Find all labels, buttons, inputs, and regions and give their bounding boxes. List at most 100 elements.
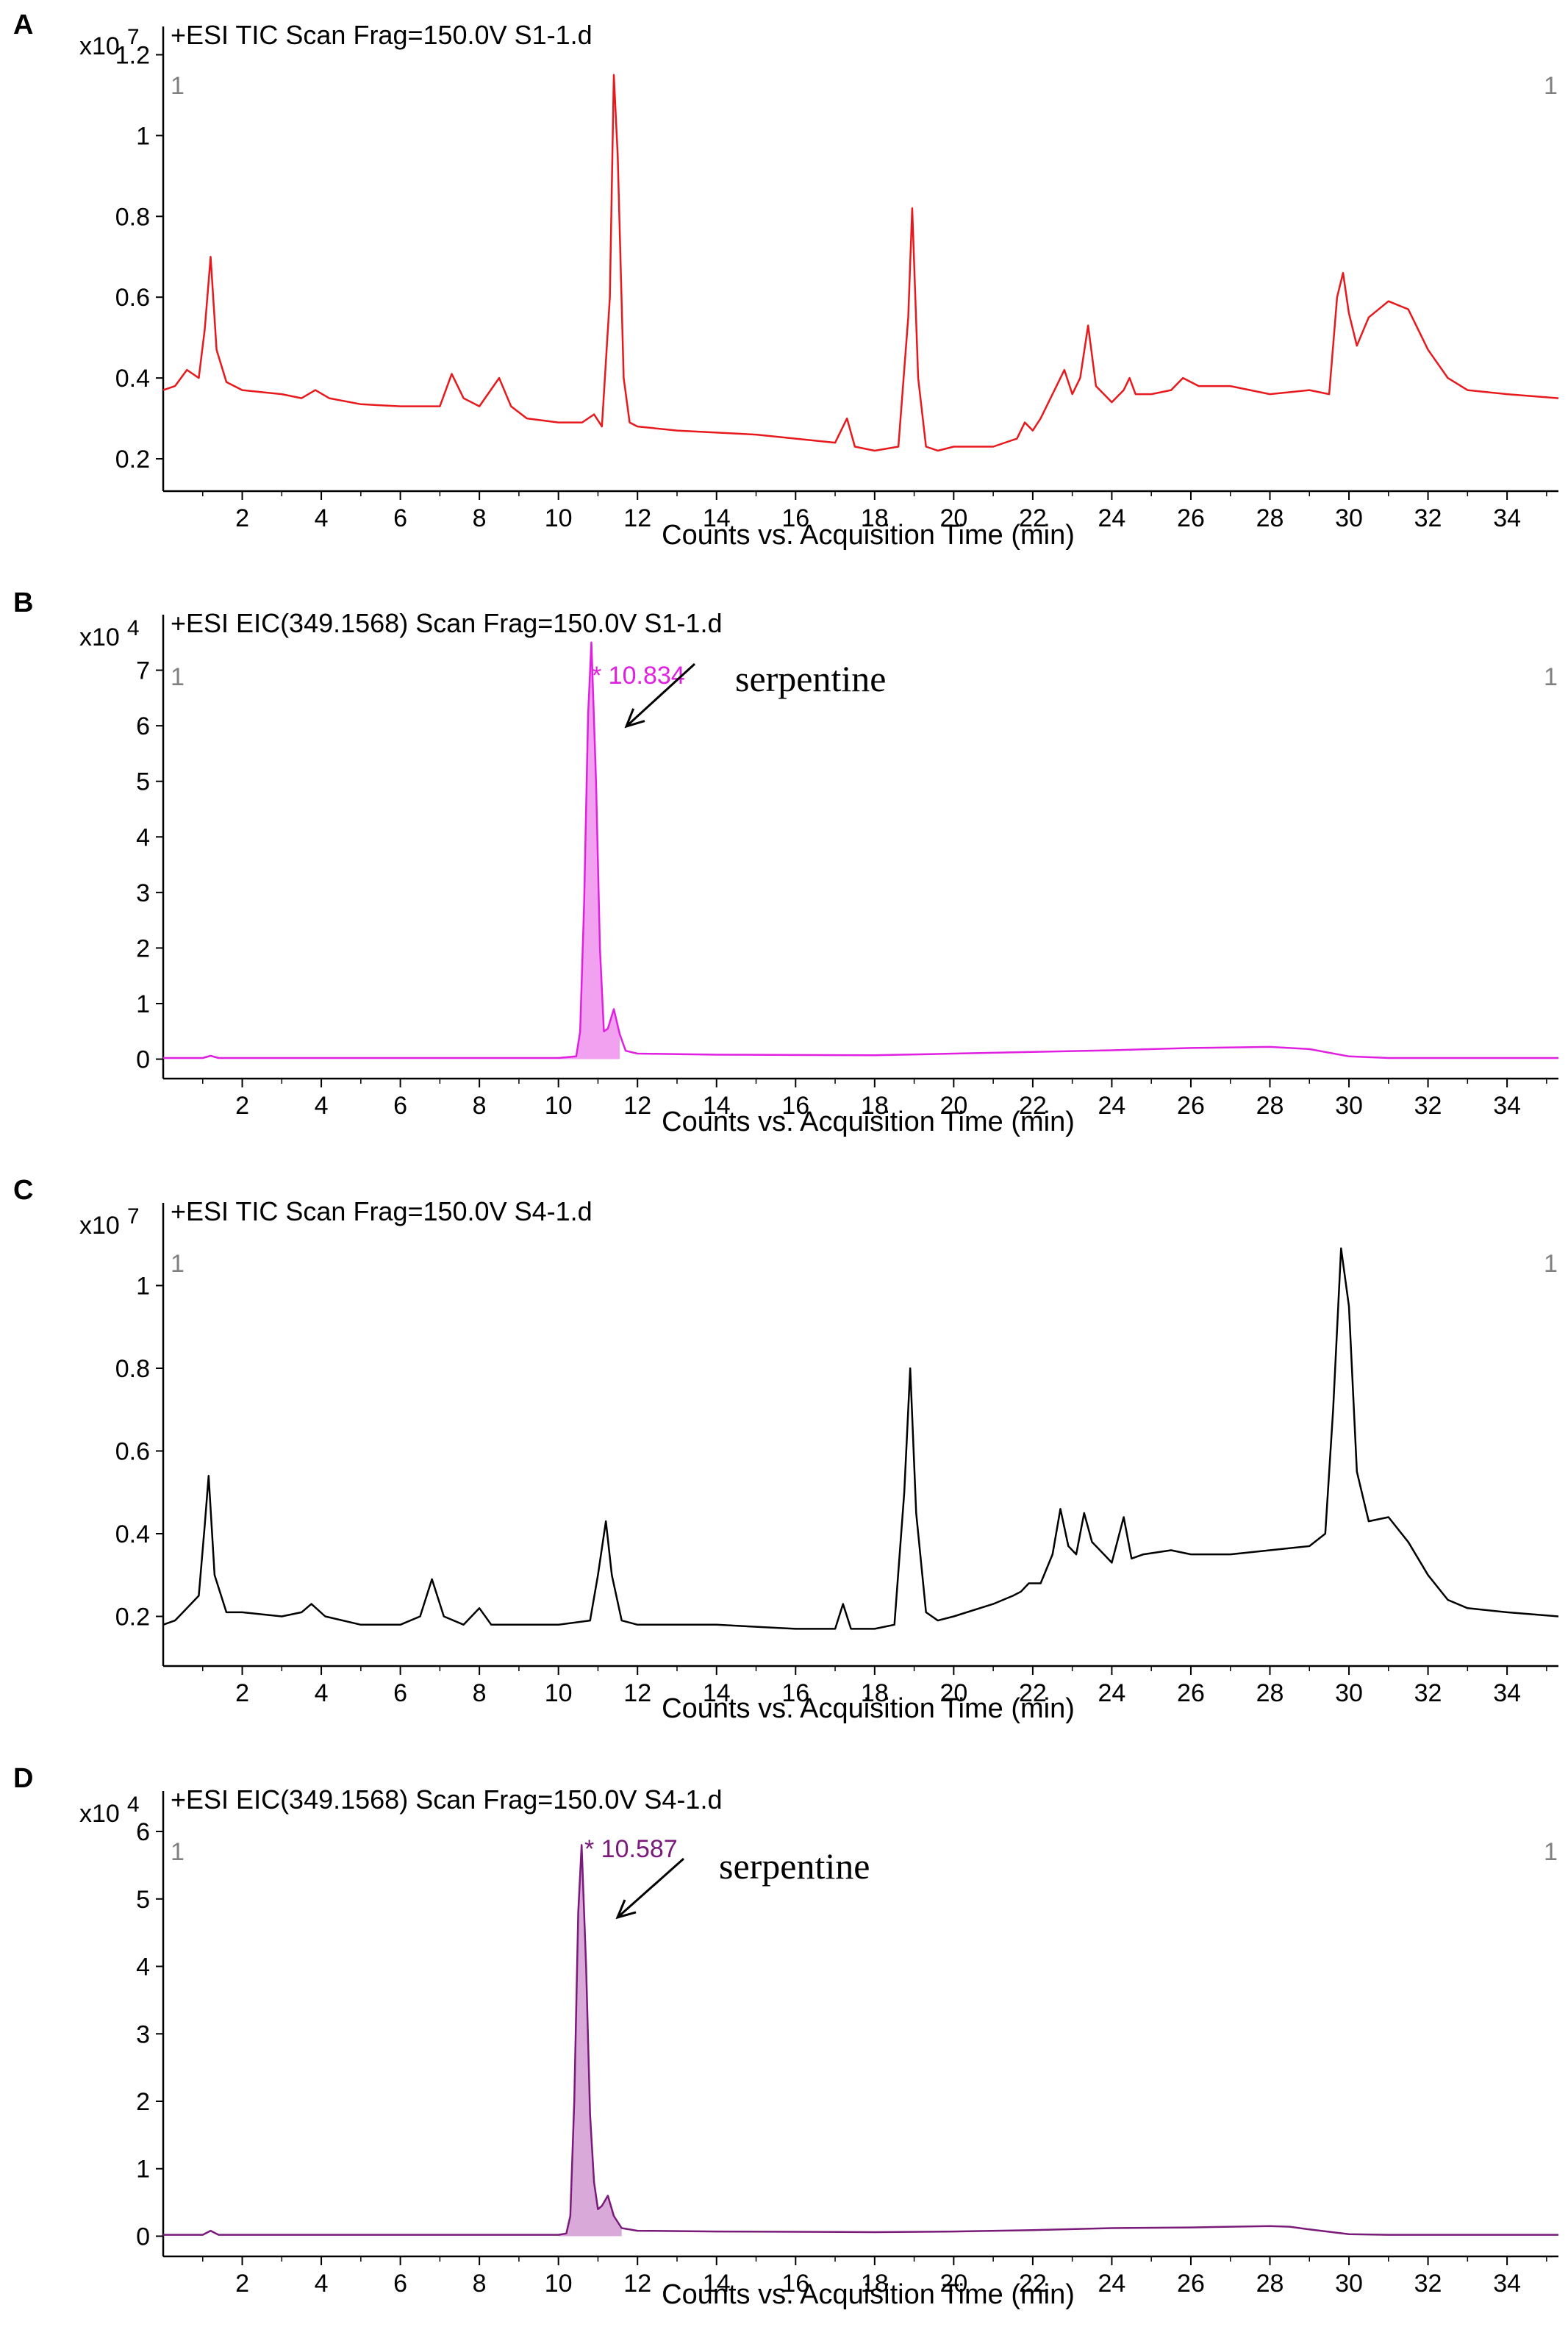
- x-tick-label: 26: [1177, 1092, 1205, 1120]
- series-line: [162, 74, 1559, 452]
- series-line: [163, 1844, 1558, 2236]
- x-tick-label: 16: [781, 2270, 809, 2298]
- x-tick-label: 10: [545, 504, 573, 532]
- y-tick-label: 3: [136, 879, 150, 907]
- x-tick-label: 26: [1177, 1679, 1205, 1707]
- corner-label-right: 1: [1544, 72, 1558, 100]
- y-tick-label: 0.2: [115, 446, 150, 473]
- y-tick-label: 0.4: [115, 1520, 150, 1548]
- x-tick-label: 24: [1098, 2270, 1126, 2298]
- x-tick-label: 22: [1019, 1679, 1047, 1707]
- chart-title: +ESI EIC(349.1568) Scan Frag=150.0V S4-1…: [171, 1784, 722, 1815]
- chart-title: +ESI EIC(349.1568) Scan Frag=150.0V S1-1…: [171, 608, 722, 638]
- x-tick-label: 14: [703, 504, 731, 532]
- y-tick-label: 2: [136, 934, 150, 962]
- y-tick-label: 4: [136, 1954, 150, 1981]
- y-tick-label: 0.4: [115, 365, 150, 393]
- y-tick-label: 6: [136, 712, 150, 740]
- annotation-arrow: [625, 662, 696, 728]
- y-tick-label: 6: [136, 1818, 150, 1846]
- y-tick-label: 5: [136, 768, 150, 796]
- y-multiplier-base: x10: [79, 32, 120, 60]
- x-tick-label: 24: [1098, 504, 1126, 532]
- x-tick-label: 8: [473, 1679, 487, 1707]
- x-tick-label: 2: [235, 1092, 249, 1120]
- y-multiplier: x10 7: [79, 25, 140, 60]
- x-tick-label: 26: [1177, 2270, 1205, 2298]
- x-tick-label: 16: [781, 1092, 809, 1120]
- x-tick-label: 10: [545, 1092, 573, 1120]
- y-tick-label: 0.6: [115, 1438, 150, 1466]
- y-multiplier-exponent: 7: [127, 25, 140, 49]
- x-tick-label: 34: [1493, 504, 1521, 532]
- y-tick-label: 1: [136, 122, 150, 150]
- x-tick-label: 12: [623, 2270, 651, 2298]
- annotation-label: serpentine: [719, 1845, 870, 1887]
- series-line: [162, 1247, 1559, 1630]
- y-tick-label: 7: [136, 657, 150, 685]
- annotation-arrow: [617, 1857, 684, 1919]
- x-tick-label: 6: [393, 504, 407, 532]
- x-tick-label: 28: [1256, 2270, 1284, 2298]
- x-axis-label: Counts vs. Acquisition Time (min): [662, 2279, 1075, 2310]
- peak-label: * 10.587: [584, 1835, 678, 1863]
- y-multiplier-base: x10: [79, 1800, 120, 1828]
- x-tick-label: 6: [393, 1092, 407, 1120]
- x-tick-label: 6: [393, 1679, 407, 1707]
- x-tick-label: 34: [1493, 1092, 1521, 1120]
- corner-label-left: 1: [171, 1838, 185, 1866]
- y-tick-label: 0.8: [115, 1355, 150, 1383]
- x-tick-label: 30: [1335, 1679, 1363, 1707]
- annotation-arrowhead: [615, 1899, 637, 1920]
- x-tick-label: 14: [703, 1092, 731, 1120]
- y-multiplier: x10 4: [79, 1792, 140, 1828]
- corner-label-right: 1: [1544, 663, 1558, 691]
- panel-label: A: [13, 10, 33, 40]
- x-axis-label: Counts vs. Acquisition Time (min): [662, 1107, 1075, 1137]
- x-tick-label: 18: [861, 1092, 889, 1120]
- x-tick-label: 4: [315, 1092, 329, 1120]
- y-tick-label: 1: [136, 1273, 150, 1301]
- x-tick-label: 14: [703, 2270, 731, 2298]
- peak-area-fill: [558, 1845, 622, 2237]
- y-multiplier-exponent: 7: [127, 1204, 140, 1229]
- x-tick-label: 28: [1256, 504, 1284, 532]
- x-tick-label: 22: [1019, 504, 1047, 532]
- x-tick-label: 16: [781, 1679, 809, 1707]
- x-tick-label: 8: [473, 1092, 487, 1120]
- x-tick-label: 30: [1335, 2270, 1363, 2298]
- corner-label-left: 1: [171, 663, 185, 691]
- y-tick-label: 0: [136, 1046, 150, 1074]
- x-tick-label: 16: [781, 504, 809, 532]
- y-tick-label: 0.6: [115, 284, 150, 312]
- y-tick-label: 1.2: [115, 41, 150, 69]
- x-tick-label: 28: [1256, 1092, 1284, 1120]
- x-tick-label: 10: [545, 1679, 573, 1707]
- x-tick-label: 24: [1098, 1679, 1126, 1707]
- y-tick-label: 1: [136, 2156, 150, 2184]
- y-multiplier: x10 4: [79, 616, 140, 651]
- x-tick-label: 34: [1493, 2270, 1521, 2298]
- y-multiplier-base: x10: [79, 1212, 120, 1240]
- y-tick-label: 0.8: [115, 203, 150, 231]
- annotation-label: serpentine: [735, 658, 886, 699]
- x-tick-label: 20: [939, 1092, 967, 1120]
- x-axis-label: Counts vs. Acquisition Time (min): [662, 1693, 1075, 1724]
- x-tick-label: 8: [473, 504, 487, 532]
- y-multiplier: x10 7: [79, 1204, 140, 1240]
- x-tick-label: 28: [1256, 1679, 1284, 1707]
- x-tick-label: 30: [1335, 504, 1363, 532]
- x-tick-label: 18: [861, 2270, 889, 2298]
- panel-label: D: [13, 1763, 33, 1794]
- chart-title: +ESI TIC Scan Frag=150.0V S4-1.d: [171, 1196, 593, 1226]
- x-tick-label: 14: [703, 1679, 731, 1707]
- x-tick-label: 20: [939, 504, 967, 532]
- panel-label: C: [13, 1175, 33, 1206]
- x-tick-label: 10: [545, 2270, 573, 2298]
- y-tick-label: 2: [136, 2088, 150, 2116]
- x-tick-label: 20: [939, 1679, 967, 1707]
